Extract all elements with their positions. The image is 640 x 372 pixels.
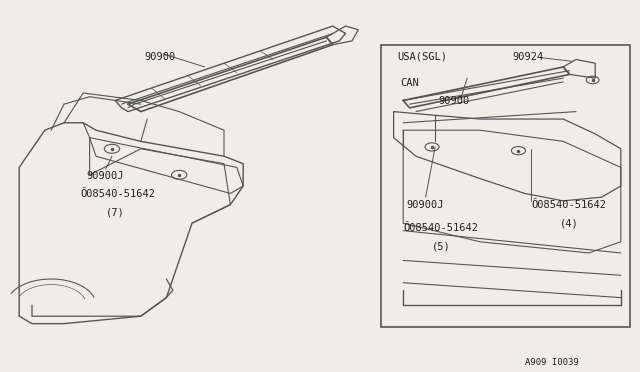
Text: Õ08540-51642: Õ08540-51642 [531,200,606,210]
Text: Õ08540-51642: Õ08540-51642 [403,222,478,232]
Text: 90900J: 90900J [86,170,124,180]
Bar [381,45,630,327]
Text: Õ08540-51642: Õ08540-51642 [80,189,155,199]
Text: (7): (7) [106,208,124,218]
Text: 90900: 90900 [144,51,175,61]
Text: USA(SGL): USA(SGL) [397,51,447,61]
Text: 90924: 90924 [512,51,543,61]
Text: A909 I0039: A909 I0039 [525,357,579,366]
Text: (4): (4) [560,219,579,229]
Text: 90900J: 90900J [406,200,444,210]
Text: (5): (5) [432,241,451,251]
Text: CAN: CAN [400,77,419,87]
Text: 90900: 90900 [438,96,470,106]
